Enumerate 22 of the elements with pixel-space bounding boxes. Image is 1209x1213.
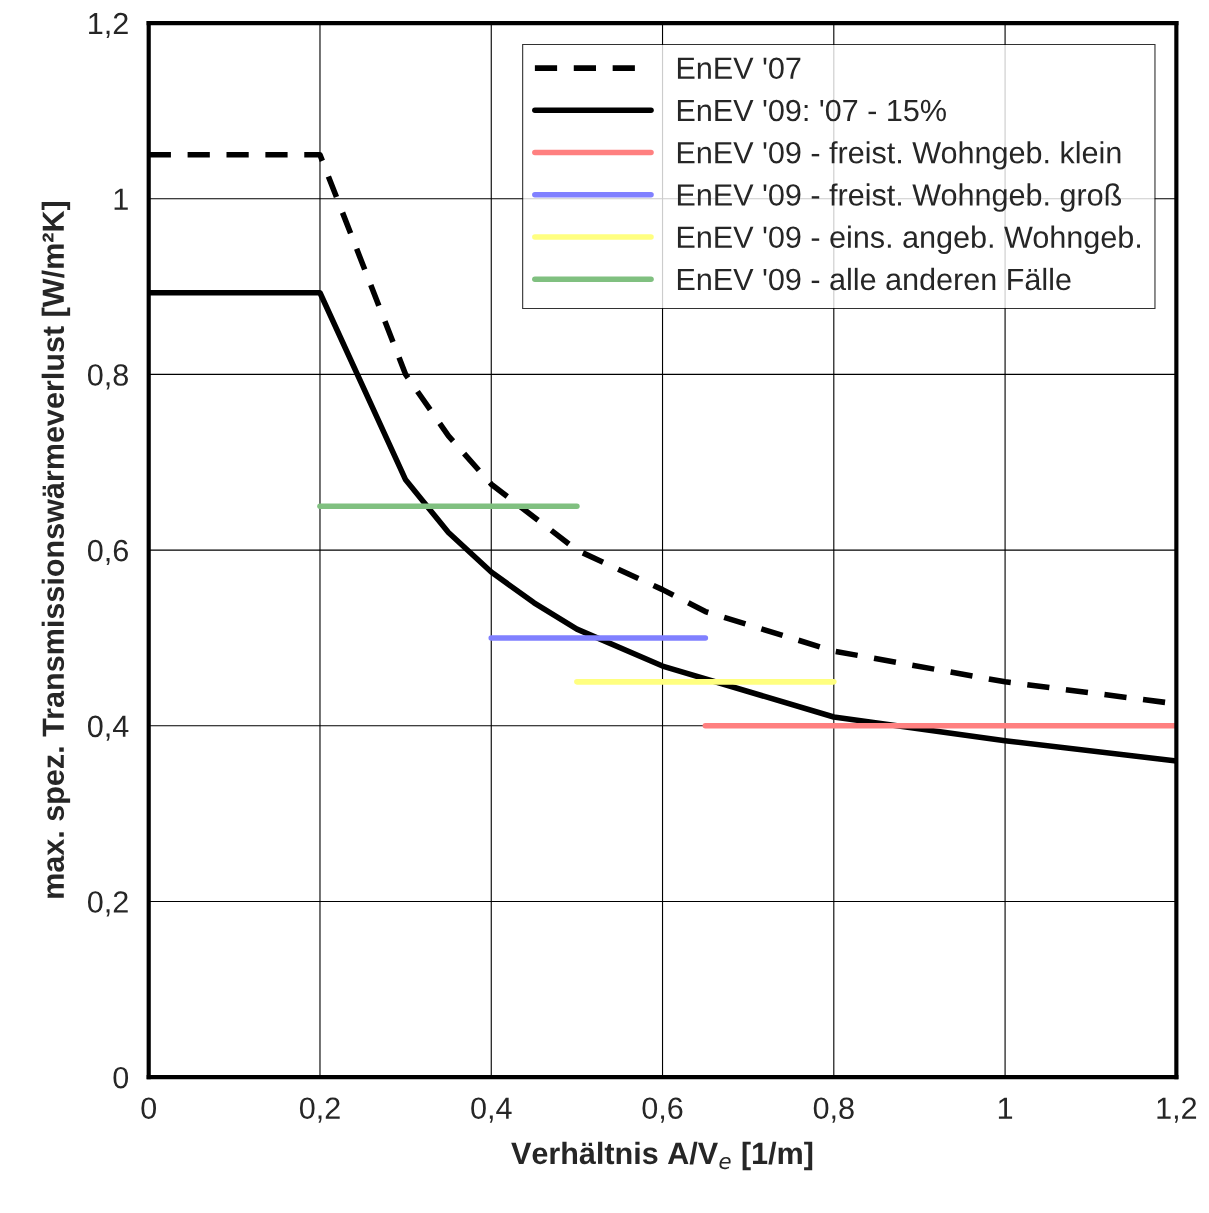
legend-label: EnEV '09 - freist. Wohngeb. groß <box>677 183 1122 212</box>
y-tick-label: 0,6 <box>87 539 128 566</box>
x-tick-label: 1 <box>998 1097 1013 1119</box>
y-tick-label: 0,8 <box>87 364 128 390</box>
y-tick-label: 0,4 <box>87 715 129 741</box>
legend-label: EnEV '09: '07 - 15% <box>677 99 946 122</box>
x-tick-label: 0,2 <box>299 1097 340 1123</box>
legend-label: EnEV '07 <box>677 57 801 80</box>
x-axis-title: Verhältnis A/V$_{e}$ [1/m] <box>511 1141 813 1171</box>
x-tick-label: 0,4 <box>471 1097 512 1123</box>
y-tick-label: 0,2 <box>87 891 128 917</box>
x-tick-label: 1,2 <box>1157 1097 1197 1123</box>
y-tick-label: 0 <box>113 1066 129 1089</box>
x-tick-label: 0,8 <box>813 1097 854 1123</box>
y-axis-title: max. spez. Transmissionswärmeverlust [W/m²K] <box>41 201 71 898</box>
x-tick-label: 0,6 <box>642 1097 683 1123</box>
x-tick-label: 0 <box>141 1097 157 1120</box>
y-tick-label: 1,2 <box>89 12 128 39</box>
legend-label: EnEV '09 - alle anderen Fälle <box>677 267 1071 291</box>
legend-label: EnEV '09 - eins. angeb. Wohngeb. <box>677 225 1140 255</box>
y-tick-label: 1 <box>114 188 128 210</box>
legend-label: EnEV '09 - freist. Wohngeb. klein <box>677 141 1121 170</box>
